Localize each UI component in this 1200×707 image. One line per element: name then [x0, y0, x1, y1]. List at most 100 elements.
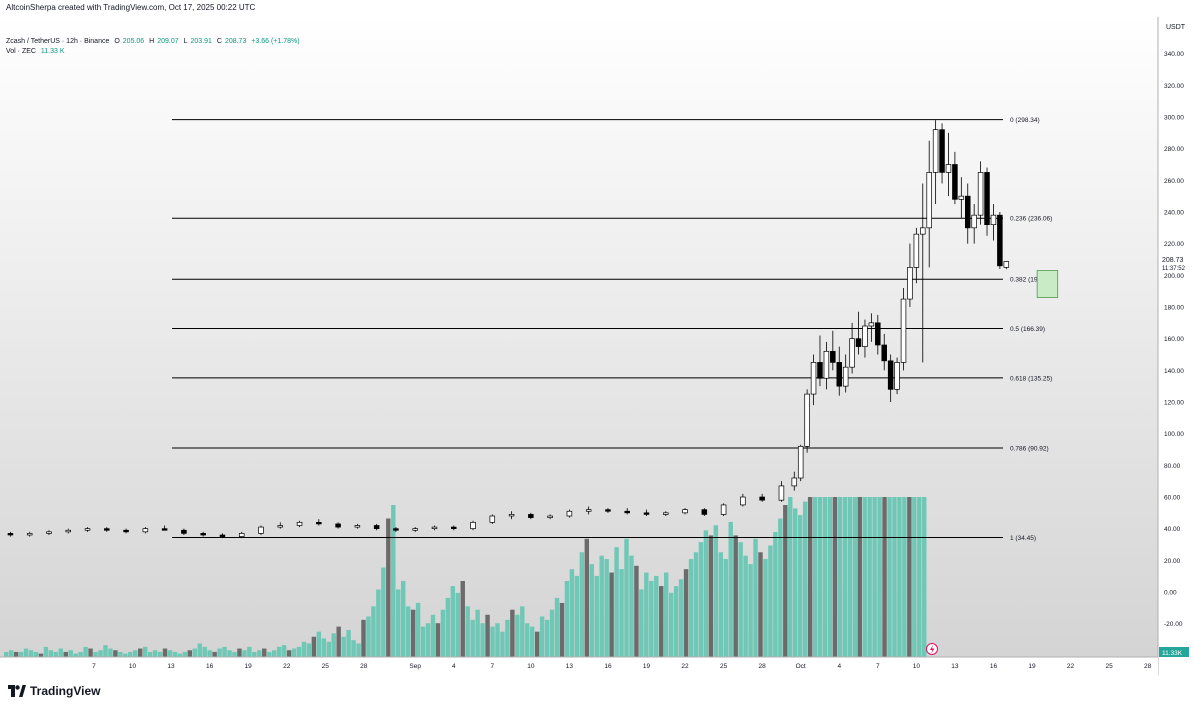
candle-body	[528, 514, 534, 518]
candle-body	[1003, 261, 1010, 268]
time-tick-label: 10	[129, 663, 137, 670]
volume-bar	[609, 572, 614, 657]
volume-bar	[425, 623, 431, 657]
candle-body	[964, 195, 971, 229]
tradingview-logo[interactable]: TradingView	[8, 684, 100, 698]
volume-bar	[897, 497, 902, 657]
volume-bar	[187, 650, 193, 657]
candle-body	[663, 512, 669, 515]
chart-area[interactable]: 0 (298.34) 0.236 (236.06) 0.382 (197.53) 0.…	[0, 17, 1200, 675]
price-tick-label: 340.00	[1164, 51, 1184, 58]
candle-body	[200, 533, 206, 536]
time-tick-label: 22	[681, 663, 689, 670]
volume-bar	[554, 597, 560, 657]
volume-bar	[534, 631, 540, 657]
volume-bar	[530, 626, 535, 657]
candle-body	[393, 528, 399, 531]
time-tick-label: Sep	[409, 663, 421, 670]
price-tick-label: 260.00	[1164, 178, 1184, 185]
time-tick-label: 13	[167, 663, 175, 670]
price-tick-label: -20.00	[1164, 621, 1183, 628]
volume-bar	[773, 532, 778, 657]
volume-bar	[788, 497, 793, 657]
volume-bar	[738, 542, 743, 657]
candle-body	[219, 534, 226, 537]
volume-bar	[887, 497, 892, 657]
candle-body	[913, 233, 920, 268]
candle-body	[958, 195, 965, 200]
volume-bar	[525, 623, 530, 657]
volume-bar	[892, 497, 897, 657]
volume-bar	[267, 651, 272, 657]
candle-body	[123, 529, 129, 533]
volume-bar	[262, 648, 267, 657]
time-tick-label: 25	[322, 663, 330, 670]
volume-bar	[108, 648, 113, 657]
volume-bar	[614, 547, 619, 657]
time-tick-label: 28	[1144, 663, 1152, 670]
price-tick-label: 280.00	[1164, 146, 1184, 153]
time-tick-label: 22	[1067, 663, 1075, 670]
candle-body	[142, 528, 149, 533]
volume-bar	[28, 650, 34, 657]
volume-bar	[391, 505, 396, 657]
volume-bar	[569, 569, 575, 657]
volume-bar	[574, 575, 580, 657]
volume-label[interactable]: Vol · ZEC	[6, 48, 36, 55]
candle-body	[977, 172, 984, 216]
time-tick-label: 25	[720, 663, 728, 670]
candle-body	[926, 172, 932, 229]
candle-body	[354, 525, 361, 528]
candle-body	[823, 350, 830, 379]
candle-body	[547, 515, 553, 518]
volume-bar	[912, 497, 917, 657]
volume-bar	[604, 559, 609, 657]
volume-bar	[396, 589, 401, 657]
candle-body	[316, 521, 322, 525]
volume-bar	[212, 651, 217, 657]
candle-body	[740, 496, 746, 506]
tradingview-logo-icon	[8, 685, 26, 697]
volume-bar	[797, 515, 803, 657]
volume-badge: 11.33K	[1159, 647, 1189, 657]
candle-body	[277, 525, 284, 528]
volume-bar	[257, 650, 262, 657]
volume-bar	[440, 609, 446, 657]
volume-bar	[381, 567, 386, 657]
candle-countdown: 11:37:52	[1162, 266, 1186, 272]
volume-bar	[43, 646, 49, 657]
volume-bar	[88, 648, 93, 657]
candle-body	[566, 510, 573, 517]
volume-bar	[400, 581, 406, 657]
time-axis-bg[interactable]	[0, 657, 1158, 675]
time-tick-label: Oct	[796, 663, 806, 670]
volume-bar	[48, 650, 54, 657]
volume-bar	[430, 614, 436, 657]
volume-bar	[812, 497, 818, 657]
price-chart[interactable]: 0 (298.34) 0.236 (236.06) 0.382 (197.53) 0.…	[0, 17, 1200, 675]
volume-bar	[485, 614, 490, 657]
volume-bar	[783, 505, 788, 657]
candle-body	[855, 338, 862, 347]
volume-bar	[177, 653, 183, 657]
candle-body	[791, 477, 798, 487]
volume-bar	[713, 525, 719, 657]
fib-label: 0.382 (197.53)	[1010, 277, 1052, 284]
volume-bar	[500, 631, 505, 657]
candle-body	[643, 512, 650, 515]
volume-bar	[271, 650, 277, 657]
price-axis-bg[interactable]	[1158, 17, 1200, 675]
candle-body	[842, 366, 849, 387]
volume-bar	[371, 606, 376, 657]
lightning-icon[interactable]	[926, 643, 938, 655]
volume-bar	[639, 589, 644, 657]
volume-bar	[321, 638, 327, 657]
volume-bar	[346, 629, 351, 657]
volume-bar	[445, 597, 451, 657]
volume-bar	[688, 559, 694, 657]
volume-bar	[361, 619, 366, 657]
symbol-label[interactable]: Zcash / TetherUS · 12h · Binance	[6, 38, 110, 45]
fib-label: 0.5 (166.39)	[1010, 326, 1045, 333]
volume-bar	[252, 651, 257, 657]
volume-bar	[753, 538, 758, 657]
